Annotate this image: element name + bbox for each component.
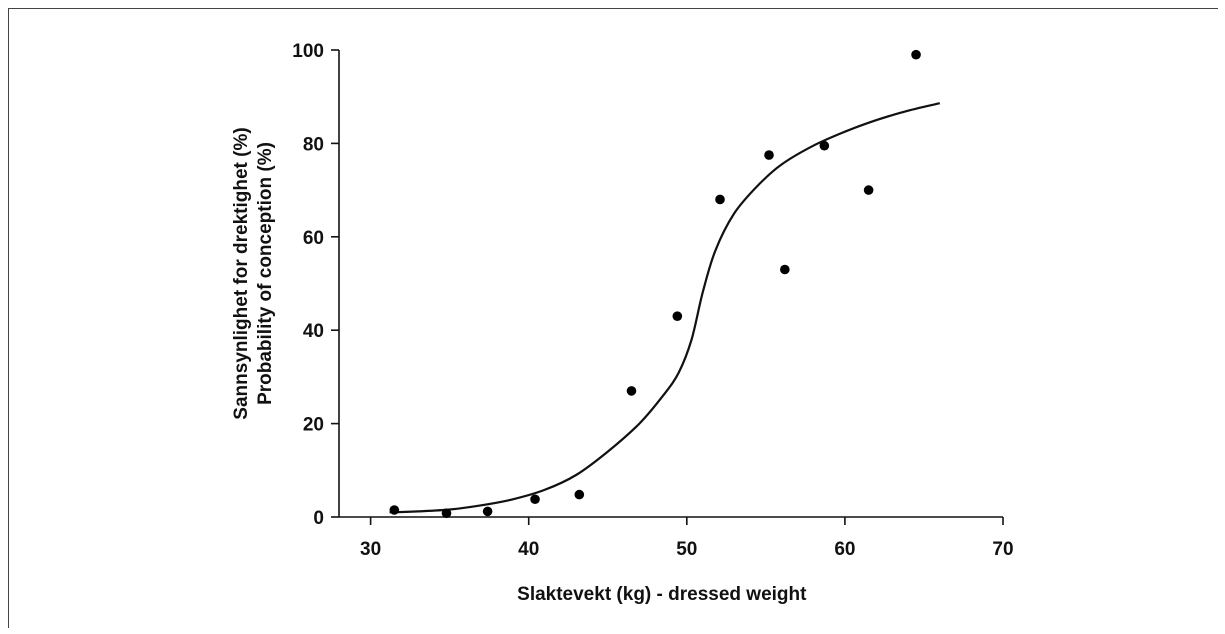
x-axis-title: Slaktevekt (kg) - dressed weight bbox=[517, 584, 807, 605]
fit-curve bbox=[389, 102, 941, 514]
x-ticks: 30 40 50 60 70 bbox=[360, 517, 1014, 560]
data-point bbox=[911, 49, 921, 60]
data-point bbox=[863, 185, 874, 195]
y-tick-label: 20 bbox=[303, 415, 324, 436]
data-point bbox=[482, 506, 493, 517]
y-axis-title-line-1: Sannsynlighet for drektighet (%) bbox=[231, 127, 252, 419]
axes bbox=[338, 50, 1003, 518]
data-point bbox=[819, 140, 830, 151]
y-tick-label: 0 bbox=[313, 508, 324, 529]
y-tick-label: 40 bbox=[303, 321, 324, 342]
y-tick-label: 60 bbox=[303, 228, 324, 249]
y-ticks: 0 20 40 60 80 100 bbox=[292, 41, 339, 529]
x-tick-label: 60 bbox=[834, 539, 855, 560]
data-point bbox=[389, 505, 400, 515]
data-point bbox=[672, 311, 683, 321]
y-tick-label: 80 bbox=[303, 134, 324, 155]
data-point bbox=[574, 489, 585, 500]
y-tick-label: 100 bbox=[292, 41, 324, 62]
data-point bbox=[764, 150, 774, 160]
x-tick-label: 30 bbox=[360, 539, 381, 560]
data-point bbox=[715, 194, 725, 205]
data-point bbox=[780, 264, 790, 275]
data-points bbox=[389, 49, 921, 519]
data-point bbox=[441, 508, 452, 519]
y-axis-title-line-2: Probability of conception (%) bbox=[255, 142, 276, 405]
x-tick-label: 70 bbox=[992, 539, 1013, 560]
data-point bbox=[626, 386, 637, 396]
x-tick-label: 40 bbox=[518, 539, 539, 560]
data-point bbox=[530, 494, 540, 505]
chart-frame bbox=[8, 8, 1218, 628]
x-tick-label: 50 bbox=[676, 539, 697, 560]
